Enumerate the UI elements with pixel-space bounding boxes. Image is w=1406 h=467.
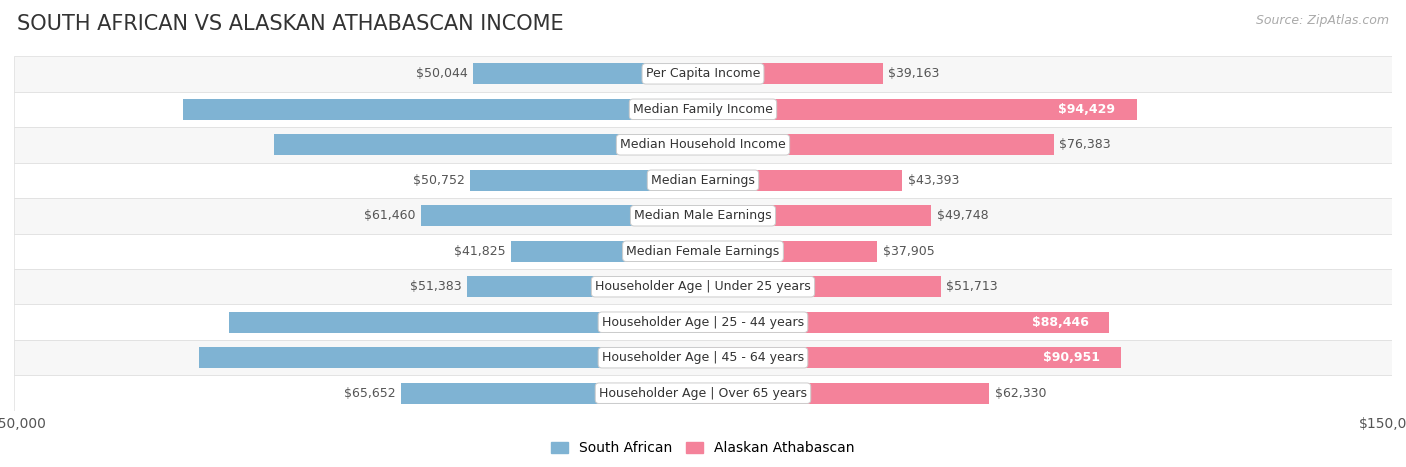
Text: $88,446: $88,446: [1032, 316, 1088, 329]
Bar: [14, 234, 1392, 269]
Bar: [14, 127, 1392, 163]
Bar: [703, 99, 1136, 120]
Text: $37,905: $37,905: [883, 245, 935, 258]
Bar: [14, 92, 1392, 127]
Text: $65,652: $65,652: [344, 387, 396, 400]
Bar: [703, 170, 903, 191]
Text: Per Capita Income: Per Capita Income: [645, 67, 761, 80]
Bar: [703, 63, 883, 85]
Bar: [703, 241, 877, 262]
Bar: [470, 170, 703, 191]
Text: Median Earnings: Median Earnings: [651, 174, 755, 187]
Text: $50,752: $50,752: [412, 174, 464, 187]
Bar: [510, 241, 703, 262]
Text: $41,825: $41,825: [454, 245, 505, 258]
Text: Householder Age | 25 - 44 years: Householder Age | 25 - 44 years: [602, 316, 804, 329]
Text: $43,393: $43,393: [908, 174, 959, 187]
Bar: [14, 340, 1392, 375]
Bar: [14, 269, 1392, 304]
Bar: [402, 382, 703, 404]
Text: $62,330: $62,330: [995, 387, 1046, 400]
Text: $39,163: $39,163: [889, 67, 939, 80]
Text: $113,229: $113,229: [678, 103, 742, 116]
Text: $76,383: $76,383: [1059, 138, 1111, 151]
Bar: [14, 198, 1392, 234]
Bar: [14, 56, 1392, 92]
Text: $51,713: $51,713: [946, 280, 998, 293]
Text: Source: ZipAtlas.com: Source: ZipAtlas.com: [1256, 14, 1389, 27]
Text: Median Household Income: Median Household Income: [620, 138, 786, 151]
Bar: [703, 347, 1121, 368]
Bar: [14, 304, 1392, 340]
Text: Householder Age | 45 - 64 years: Householder Age | 45 - 64 years: [602, 351, 804, 364]
Bar: [467, 276, 703, 297]
Bar: [14, 375, 1392, 411]
Bar: [703, 311, 1109, 333]
Text: $90,951: $90,951: [1043, 351, 1099, 364]
Text: Median Male Earnings: Median Male Earnings: [634, 209, 772, 222]
Text: Median Female Earnings: Median Female Earnings: [627, 245, 779, 258]
Text: Median Family Income: Median Family Income: [633, 103, 773, 116]
Text: $93,379: $93,379: [682, 138, 738, 151]
Bar: [14, 163, 1392, 198]
Bar: [200, 347, 703, 368]
Text: $103,160: $103,160: [679, 316, 745, 329]
Bar: [703, 276, 941, 297]
Text: $61,460: $61,460: [364, 209, 415, 222]
Text: Householder Age | Over 65 years: Householder Age | Over 65 years: [599, 387, 807, 400]
Bar: [703, 134, 1054, 156]
Bar: [274, 134, 703, 156]
Bar: [703, 205, 932, 226]
Text: $50,044: $50,044: [416, 67, 468, 80]
Text: $94,429: $94,429: [1059, 103, 1115, 116]
Text: $109,719: $109,719: [678, 351, 744, 364]
Text: $49,748: $49,748: [936, 209, 988, 222]
Text: SOUTH AFRICAN VS ALASKAN ATHABASCAN INCOME: SOUTH AFRICAN VS ALASKAN ATHABASCAN INCO…: [17, 14, 564, 34]
Text: $51,383: $51,383: [411, 280, 461, 293]
Text: Householder Age | Under 25 years: Householder Age | Under 25 years: [595, 280, 811, 293]
Legend: South African, Alaskan Athabascan: South African, Alaskan Athabascan: [546, 436, 860, 461]
Bar: [703, 382, 990, 404]
Bar: [183, 99, 703, 120]
Bar: [229, 311, 703, 333]
Bar: [474, 63, 703, 85]
Bar: [420, 205, 703, 226]
